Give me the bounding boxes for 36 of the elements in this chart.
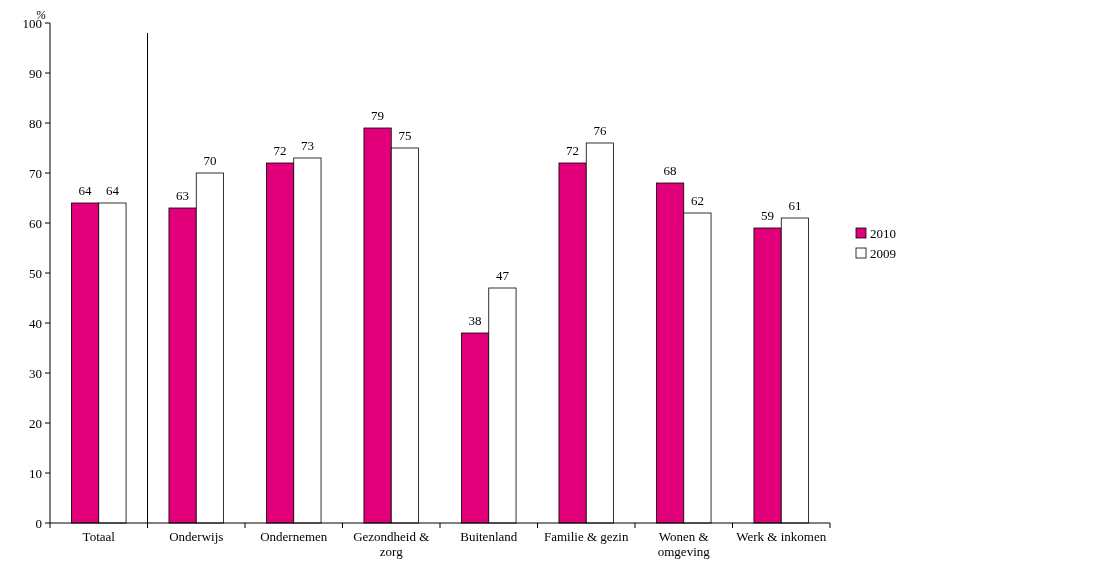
data-label: 79 — [371, 108, 385, 123]
y-tick-label: 70 — [29, 165, 42, 181]
x-tick-label: Ondernemen — [260, 529, 328, 544]
data-label: 59 — [761, 208, 775, 223]
y-tick-label: 40 — [29, 315, 42, 331]
data-label: 63 — [176, 188, 190, 203]
legend-label: 2010 — [870, 225, 896, 241]
data-label: 72 — [566, 143, 580, 158]
data-label: 47 — [495, 268, 510, 283]
data-label: 75 — [398, 128, 412, 143]
data-label: 72 — [273, 143, 287, 158]
y-tick-label: 80 — [29, 115, 42, 131]
x-tick-label: Familie & gezin — [544, 529, 629, 544]
x-tick-label: Buitenland — [460, 529, 518, 544]
y-tick-label: 50 — [29, 265, 42, 281]
data-label: 38 — [468, 313, 482, 328]
x-tick-label: Gezondheid & zorg — [353, 529, 430, 559]
y-tick-label: 60 — [29, 215, 42, 231]
data-label: 64 — [78, 183, 93, 198]
y-tick-label: 20 — [29, 415, 42, 431]
y-tick-label: 0 — [35, 515, 42, 531]
data-label: 62 — [690, 193, 704, 208]
x-tick-label: Wonen & omgeving — [657, 529, 711, 559]
legend-label: 2009 — [870, 245, 896, 261]
data-label: 76 — [593, 123, 607, 138]
y-tick-label: 30 — [29, 365, 42, 381]
y-tick-label: 90 — [29, 65, 42, 81]
data-label: 64 — [105, 183, 120, 198]
x-tick-label: Werk & inkomen — [736, 529, 827, 544]
data-label: 73 — [300, 138, 314, 153]
data-label: 61 — [788, 198, 802, 213]
data-label: 68 — [663, 163, 677, 178]
data-label: 70 — [203, 153, 217, 168]
x-tick-label: Totaal — [82, 529, 116, 544]
x-tick-label: Onderwijs — [169, 529, 224, 544]
y-tick-label: 10 — [29, 465, 42, 481]
